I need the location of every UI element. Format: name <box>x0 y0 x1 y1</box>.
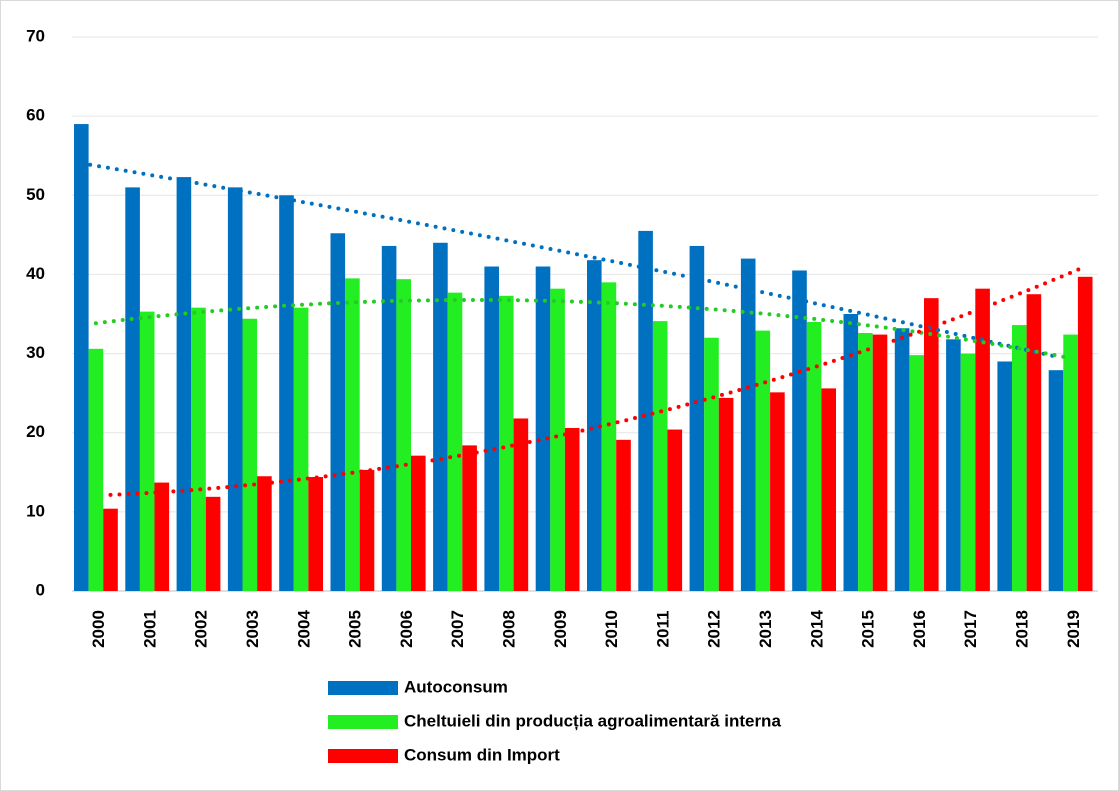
bar <box>704 337 719 591</box>
bar <box>535 266 551 591</box>
bar <box>242 318 258 591</box>
bar <box>330 233 346 591</box>
bar <box>872 334 888 591</box>
bar <box>667 429 683 591</box>
bar <box>447 292 463 591</box>
bar <box>909 355 924 591</box>
bar <box>176 177 192 591</box>
bar <box>381 245 397 592</box>
bar <box>638 230 653 591</box>
bar <box>1026 294 1042 591</box>
bar <box>806 321 822 591</box>
x-tick-label: 2004 <box>294 610 313 648</box>
legend-label: Cheltuieli din producția agroalimentară … <box>404 711 781 730</box>
bar <box>1077 276 1093 591</box>
bar <box>755 330 771 591</box>
bar <box>924 298 939 591</box>
bar <box>257 476 272 591</box>
y-tick-label: 60 <box>26 106 45 125</box>
bar <box>191 307 206 591</box>
y-tick-label: 20 <box>26 422 45 441</box>
bar <box>770 392 785 591</box>
bar <box>843 314 859 591</box>
x-tick-label: 2016 <box>910 610 929 648</box>
bar <box>462 445 477 591</box>
x-tick-label: 2013 <box>756 610 775 648</box>
bar <box>359 469 375 591</box>
bar <box>975 288 990 591</box>
bar <box>689 245 705 592</box>
bar <box>484 266 499 591</box>
trendline <box>79 161 1058 359</box>
bar <box>821 388 836 591</box>
legend-label: Autoconsum <box>404 677 508 696</box>
legend-swatch <box>328 749 398 763</box>
bar <box>308 477 323 591</box>
bar <box>997 361 1012 591</box>
x-tick-label: 2002 <box>192 610 211 648</box>
x-tick-label: 2009 <box>551 610 570 648</box>
x-tick-label: 2007 <box>448 610 467 648</box>
y-tick-label: 40 <box>26 264 45 283</box>
y-tick-label: 10 <box>26 501 45 520</box>
bar <box>564 427 580 591</box>
y-tick-label: 50 <box>26 185 45 204</box>
y-tick-label: 30 <box>26 343 45 362</box>
bar <box>139 311 155 591</box>
x-tick-label: 2012 <box>705 610 724 648</box>
y-tick-label: 70 <box>26 26 45 45</box>
bar <box>227 187 243 591</box>
bar <box>960 353 976 591</box>
bar <box>411 455 426 591</box>
x-tick-label: 2011 <box>653 611 672 648</box>
x-tick-label: 2015 <box>859 610 878 648</box>
legend-swatch <box>328 681 398 695</box>
bar <box>279 195 294 592</box>
bar <box>718 397 734 591</box>
x-tick-label: 2019 <box>1064 610 1083 648</box>
bar <box>205 496 221 591</box>
bar <box>88 348 104 591</box>
bar <box>125 187 140 591</box>
legend-swatch <box>328 715 398 729</box>
x-tick-label: 2000 <box>89 610 108 648</box>
bar <box>396 279 411 591</box>
x-tick-label: 2001 <box>140 610 159 648</box>
y-tick-label: 0 <box>36 580 45 599</box>
legend-label: Consum din Import <box>404 745 560 764</box>
bar <box>293 307 309 591</box>
x-tick-label: 2014 <box>807 610 826 648</box>
bar <box>1048 370 1064 591</box>
bar <box>858 332 873 591</box>
bar <box>154 482 170 591</box>
bar <box>550 288 565 591</box>
bar <box>74 124 89 592</box>
trendline <box>93 298 1073 361</box>
bar <box>601 282 617 591</box>
bar <box>433 242 448 591</box>
bar <box>345 278 360 591</box>
x-tick-label: 2003 <box>243 610 262 648</box>
bar <box>792 270 807 591</box>
bar <box>652 321 668 591</box>
bar <box>1012 325 1027 591</box>
x-tick-label: 2018 <box>1013 610 1032 648</box>
bar <box>499 295 514 591</box>
bar <box>946 339 961 591</box>
bar <box>513 418 529 591</box>
bar <box>1063 334 1078 591</box>
x-tick-label: 2006 <box>397 610 416 648</box>
trendline <box>108 264 1088 497</box>
x-tick-label: 2010 <box>602 610 621 648</box>
x-tick-label: 2008 <box>500 610 519 648</box>
bar <box>587 260 602 591</box>
bar <box>616 439 631 591</box>
x-tick-label: 2017 <box>961 610 980 648</box>
bar <box>740 258 756 591</box>
bar <box>894 328 910 591</box>
bar <box>103 508 118 591</box>
x-tick-label: 2005 <box>346 610 365 648</box>
